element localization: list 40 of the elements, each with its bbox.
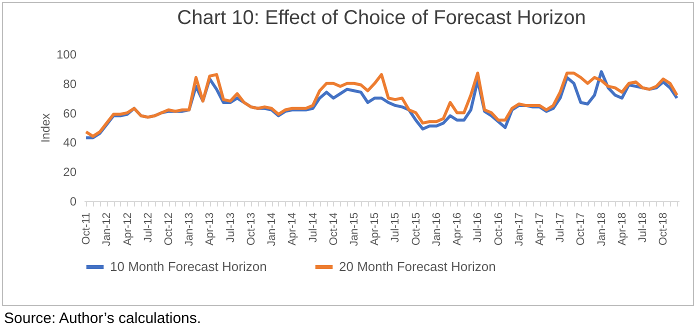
x-tick-label: Oct-16 xyxy=(492,212,505,246)
x-tick-label: Oct-18 xyxy=(658,212,670,246)
legend-label: 10 Month Forecast Horizon xyxy=(110,259,267,274)
x-tick-label: Apr-13 xyxy=(204,212,216,246)
x-tick-label: Jul-13 xyxy=(224,212,237,242)
x-tick-label: Jan-18 xyxy=(596,212,608,246)
x-tick-label: Jan-15 xyxy=(348,212,361,246)
x-tick-label: Oct-11 xyxy=(80,212,93,245)
y-tick-label: 60 xyxy=(63,106,77,120)
x-tick-label: Jan-16 xyxy=(430,212,443,246)
x-tick-label: Apr-17 xyxy=(534,212,546,246)
y-tick-label: 80 xyxy=(63,76,77,91)
x-tick-label: Apr-12 xyxy=(122,212,134,246)
x-tick-label: Jul-16 xyxy=(472,212,484,242)
y-tick-label: 40 xyxy=(63,136,77,150)
legend-label: 20 Month Forecast Horizon xyxy=(339,259,496,274)
y-tick-label: 0 xyxy=(70,194,77,208)
x-tick-label: Jul-18 xyxy=(637,212,650,242)
x-tick-label: Oct-17 xyxy=(575,212,588,246)
source-note: Source: Author’s calculations. xyxy=(4,310,202,327)
chart-title: Chart 10: Effect of Choice of Forecast Horizon xyxy=(177,7,586,29)
x-tick-label: Jan-13 xyxy=(184,212,196,246)
x-tick-label: Apr-14 xyxy=(286,212,299,246)
y-tick-label: 20 xyxy=(63,165,77,180)
x-tick-label: Oct-13 xyxy=(245,212,258,246)
x-tick-label: Apr-18 xyxy=(616,212,628,246)
x-tick-label: Jul-12 xyxy=(142,212,154,242)
x-tick-label: Jan-17 xyxy=(513,212,526,246)
y-axis-title: Index xyxy=(38,113,52,143)
x-tick-label: Jul-14 xyxy=(307,212,320,242)
x-tick-label: Apr-16 xyxy=(452,212,464,246)
x-tick-label: Oct-14 xyxy=(328,212,340,246)
x-tick-label: Jul-15 xyxy=(390,212,402,242)
x-tick-label: Oct-15 xyxy=(410,212,422,246)
y-tick-label: 100 xyxy=(56,48,77,62)
x-tick-label: Jan-14 xyxy=(266,212,278,246)
x-tick-label: Jan-12 xyxy=(101,212,114,246)
x-tick-label: Apr-15 xyxy=(369,212,382,246)
x-tick-label: Jul-17 xyxy=(554,212,567,242)
x-tick-label: Oct-12 xyxy=(163,212,176,246)
